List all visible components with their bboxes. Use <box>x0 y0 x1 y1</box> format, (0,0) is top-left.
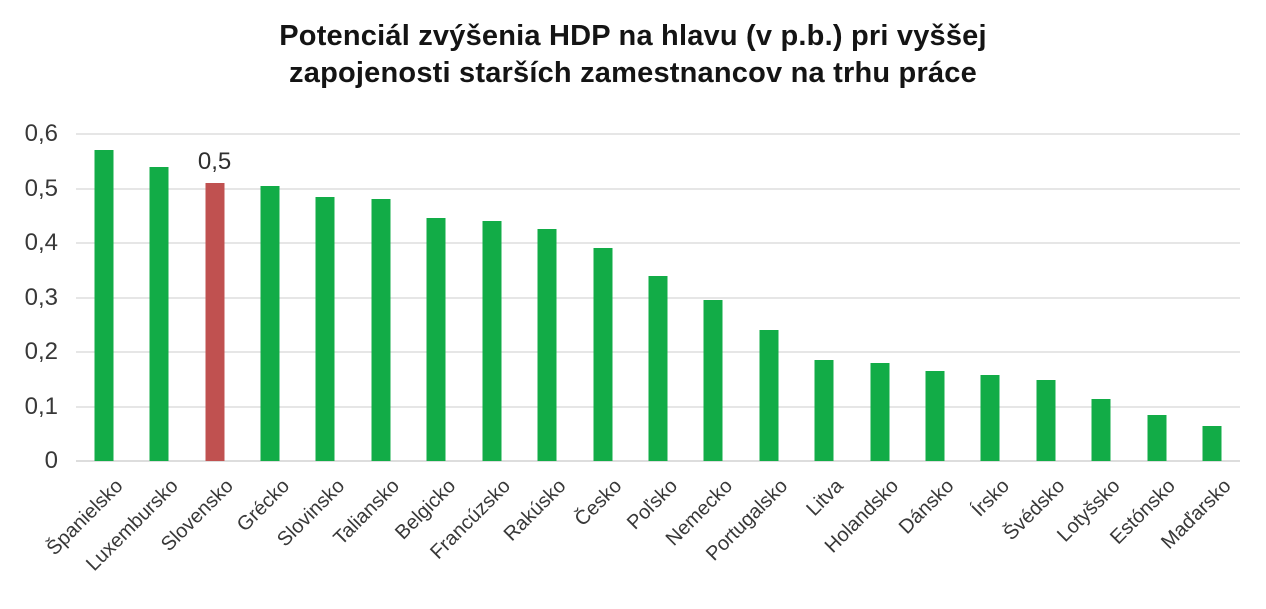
bar-polsko <box>648 275 668 461</box>
bar-holandsko <box>870 362 890 461</box>
x-axis-baseline <box>76 460 1240 462</box>
bar-lotyssko <box>1091 399 1111 461</box>
bar-slot-lotyssko: Lotyšsko <box>1053 134 1129 546</box>
bar-belgicko <box>426 218 446 461</box>
y-tick-label-0-2: 0,2 <box>24 338 58 365</box>
bar-cesko <box>593 248 612 461</box>
bar-slot-spanielsko: Španielsko <box>43 134 131 560</box>
bar-slot-rakusko: Rakúsko <box>500 134 574 546</box>
bar-slot-holandsko: Holandsko <box>821 134 907 557</box>
bar-slovensko <box>205 183 225 461</box>
x-tick-label-dansko: Dánsko <box>895 475 959 539</box>
x-tick-label-cesko: Česko <box>570 475 627 531</box>
bar-slot-irsko: Írsko <box>963 134 1018 521</box>
chart-title-line-1: Potenciál zvýšenia HDP na hlavu (v p.b.)… <box>279 20 987 52</box>
y-tick-label-0-4: 0,4 <box>24 229 58 256</box>
bar-slot-luxembursko: Luxembursko <box>82 134 186 575</box>
y-axis-labels: 0 0,1 0,2 0,3 0,4 0,5 0,6 <box>0 120 58 474</box>
bar-slot-slovensko: Slovensko 0,5 <box>157 134 242 556</box>
bar-slot-dansko: Dánsko <box>895 134 962 539</box>
bar-luxembursko <box>149 166 169 461</box>
bar-grecko <box>260 185 280 461</box>
bar-slot-belgicko: Belgicko <box>391 134 464 544</box>
chart-title-line-2: zapojenosti starších zamestnancov na trh… <box>289 57 977 89</box>
bar-slot-grecko: Grécko <box>232 134 297 536</box>
bar-slot-estonsko: Estónsko <box>1107 134 1184 549</box>
plot-area: Španielsko Luxembursko Slovensko 0,5 Grécko S… <box>43 133 1240 575</box>
x-tick-label-litva: Litva <box>802 475 848 521</box>
bar-spanielsko <box>94 150 114 461</box>
bar-slot-polsko: Poľsko <box>623 134 685 534</box>
gridline-0,4 <box>76 242 1240 244</box>
bars-row: Španielsko Luxembursko Slovensko 0,5 Grécko S… <box>43 134 1240 575</box>
bar-slot-cesko: Česko <box>570 134 630 531</box>
y-tick-label-0-1: 0,1 <box>24 392 58 420</box>
bar-slot-francuzsko: Francúzsko <box>427 134 519 564</box>
bar-estonsko <box>1147 414 1167 461</box>
bar-madarsko <box>1202 425 1222 461</box>
bar-slot-nemecko: Nemecko <box>662 134 741 550</box>
bar-francuzsko <box>482 221 502 461</box>
y-tick-label-0: 0 <box>44 447 58 474</box>
bar-taliansko <box>371 199 391 461</box>
bar-litva <box>814 360 834 461</box>
bar-slovinsko <box>315 196 335 461</box>
y-tick-label-0-3: 0,3 <box>24 283 58 311</box>
bar-nemecko <box>703 300 723 461</box>
bar-rakusko <box>537 229 557 461</box>
x-tick-label-irsko: Írsko <box>967 475 1015 522</box>
gridline-0,5 <box>76 187 1240 190</box>
bar-irsko <box>980 374 1000 461</box>
bar-slot-madarsko: Maďarsko <box>1157 134 1239 553</box>
bar-slot-portugalsko: Portugalsko <box>702 134 796 565</box>
y-tick-label-0-5: 0,5 <box>24 174 58 202</box>
bar-slot-svedsko: Švédsko <box>1000 134 1073 545</box>
gridline-0,6 <box>76 133 1240 135</box>
bar-dansko <box>925 371 945 461</box>
bar-portugalsko <box>759 330 779 461</box>
bar-svedsko <box>1036 380 1056 461</box>
bar-slot-slovinsko: Slovinsko <box>273 134 353 551</box>
bar-value-label-slovensko: 0,5 <box>197 148 232 176</box>
bar-slot-taliansko: Taliansko <box>330 134 408 550</box>
bar-slot-litva: Litva <box>796 134 851 520</box>
chart-title: Potenciál zvýšenia HDP na hlavu (v p.b.)… <box>0 18 1266 92</box>
y-tick-label-0-6: 0,6 <box>24 120 58 147</box>
